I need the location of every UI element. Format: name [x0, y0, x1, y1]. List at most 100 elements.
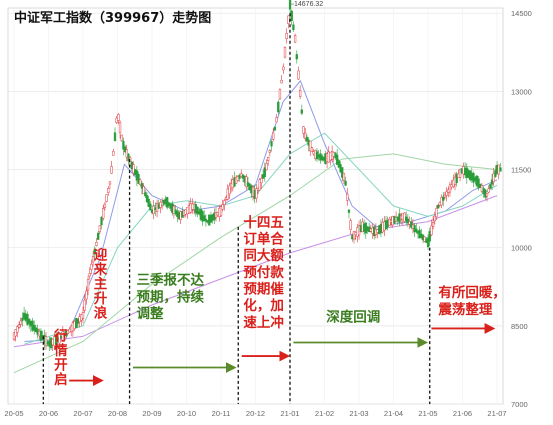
candle-body	[295, 54, 298, 60]
candle-body	[342, 172, 346, 181]
phase-arrows	[69, 323, 496, 386]
candle-body	[17, 324, 21, 328]
moving-average-line	[24, 132, 498, 345]
annotation-text: 有所回暖，	[438, 284, 506, 301]
candle-body	[147, 198, 150, 207]
candle-body	[285, 33, 288, 40]
y-tick-label: 7000	[511, 400, 528, 409]
candle-body	[263, 167, 266, 177]
candle-body	[440, 197, 443, 206]
candle-body	[431, 222, 435, 227]
candle-body	[255, 188, 258, 199]
candle-body	[273, 126, 277, 131]
candle-body	[287, 15, 290, 24]
phase-dividers	[42, 13, 431, 404]
candle-body	[140, 183, 144, 189]
candle-body	[95, 241, 98, 246]
candle-body	[100, 217, 103, 226]
candle-body	[228, 185, 231, 195]
candle-body	[437, 204, 440, 209]
y-tick-label: 8500	[511, 322, 528, 331]
candle-body	[433, 215, 436, 222]
candle-body	[346, 193, 349, 201]
candle-body	[139, 179, 142, 186]
candle-body	[445, 191, 448, 196]
candle-body	[309, 140, 312, 152]
candle-body	[144, 192, 147, 197]
candle-body	[105, 194, 108, 202]
candle-body	[455, 173, 458, 183]
candle-body	[305, 136, 309, 142]
annotation-text: 预期催	[243, 281, 284, 298]
candle-body	[120, 134, 123, 141]
candle-body	[292, 24, 295, 31]
annotation-text: 速上冲	[243, 314, 283, 331]
x-tick-label: 20-08	[108, 409, 127, 418]
candle-body	[406, 218, 410, 224]
candle-body	[283, 47, 287, 58]
candle-body	[221, 204, 224, 210]
x-tick-label: 21-01	[280, 409, 299, 418]
candle-body	[260, 178, 263, 184]
candle-body	[499, 167, 502, 172]
candle-body	[428, 231, 431, 242]
candlesticks	[12, 0, 502, 352]
candle-body	[223, 200, 226, 205]
candle-body	[435, 208, 438, 218]
candle-body	[413, 225, 416, 233]
annotation-text: 订单合	[243, 231, 284, 248]
candle-body	[166, 197, 169, 208]
candle-body	[270, 141, 273, 147]
candle-body	[280, 79, 283, 84]
candle-body	[83, 299, 86, 311]
candle-body	[265, 163, 268, 171]
candle-body	[278, 89, 282, 100]
candle-body	[448, 184, 452, 193]
candle-body	[310, 147, 314, 152]
candle-body	[430, 225, 433, 236]
candle-body	[112, 151, 115, 156]
candle-body	[298, 89, 302, 97]
moving-average-line	[24, 79, 498, 342]
candle-body	[337, 160, 341, 168]
candle-body	[107, 188, 110, 193]
candle-body	[14, 329, 17, 337]
candle-body	[282, 66, 285, 71]
candle-body	[110, 166, 113, 174]
candle-body	[347, 209, 351, 213]
candle-body	[149, 203, 152, 211]
candle-body	[93, 248, 96, 255]
candle-body	[245, 176, 248, 187]
candle-body	[219, 206, 223, 217]
candle-body	[297, 70, 300, 80]
y-tick-label: 13000	[511, 87, 532, 96]
candle-body	[485, 193, 489, 197]
candle-body	[300, 109, 303, 114]
candle-body	[123, 146, 127, 153]
x-tick-label: 21-05	[418, 409, 437, 418]
candle-body	[275, 117, 278, 123]
candle-body	[137, 174, 140, 184]
candle-body	[344, 180, 347, 186]
annotation-text: 预付款	[243, 264, 284, 281]
candle-body	[492, 173, 495, 183]
candle-body	[226, 188, 229, 200]
candle-body	[352, 231, 356, 240]
candle-body	[90, 263, 93, 270]
candle-body	[132, 164, 135, 174]
candle-body	[103, 203, 107, 208]
candle-body	[304, 132, 307, 139]
candle-body	[113, 132, 117, 142]
candle-body	[142, 186, 145, 194]
candle-body	[203, 215, 206, 222]
x-tick-label: 20-09	[142, 409, 161, 418]
annotation-text: 调整	[136, 305, 163, 322]
candle-body	[426, 237, 430, 248]
candle-body	[415, 228, 418, 233]
annotation-text: 同大额	[243, 247, 284, 264]
candle-body	[302, 126, 305, 134]
candle-body	[487, 188, 490, 193]
